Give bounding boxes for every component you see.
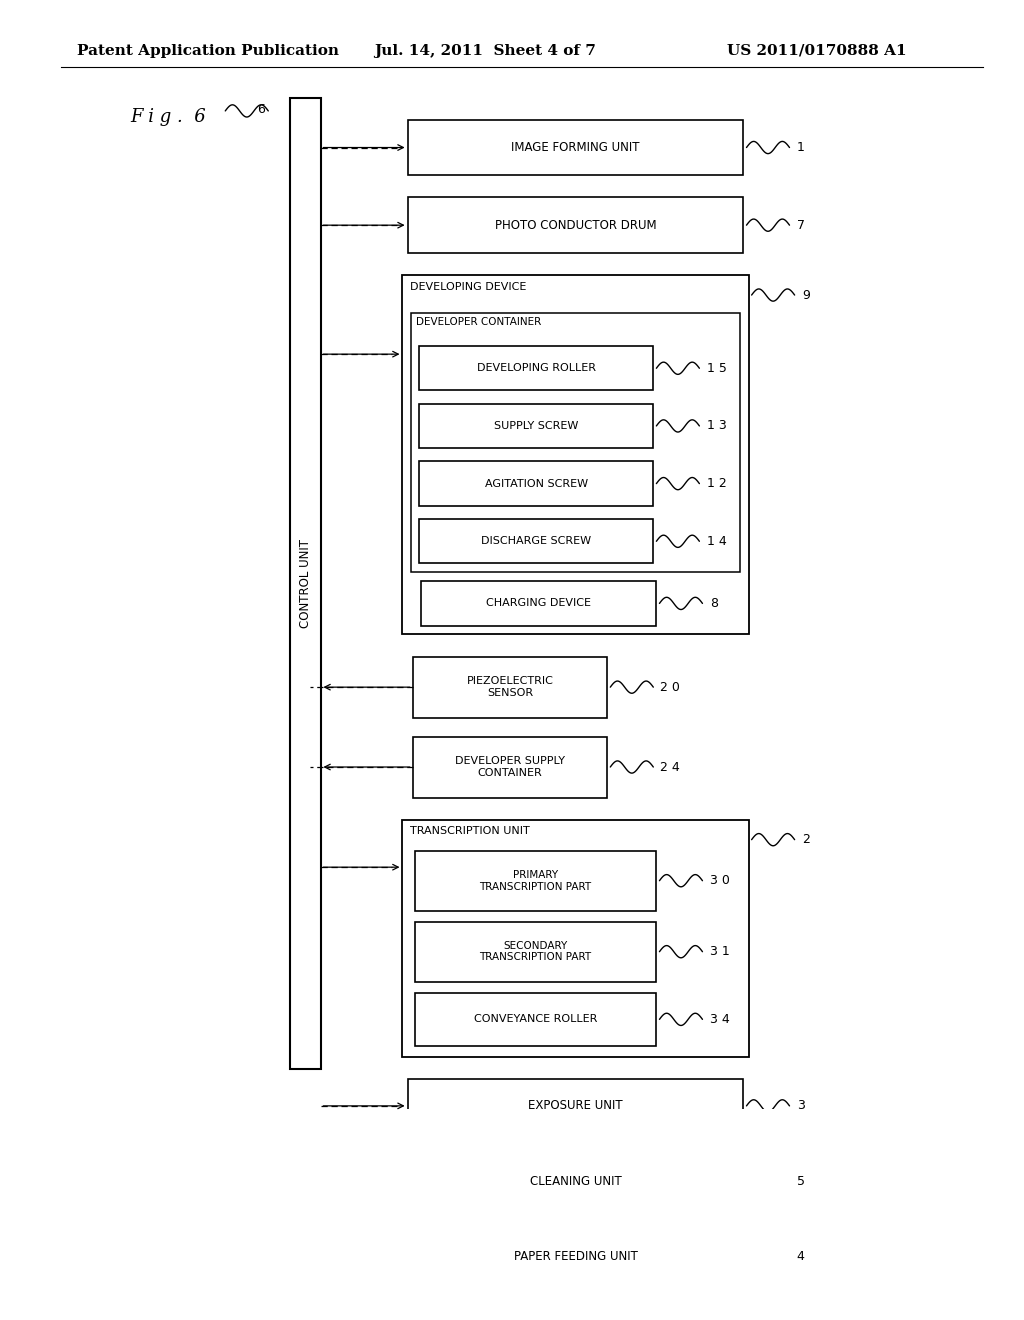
Text: 1 2: 1 2 (707, 477, 726, 490)
Text: DISCHARGE SCREW: DISCHARGE SCREW (481, 536, 591, 546)
Text: 1 3: 1 3 (707, 420, 726, 433)
Text: 5: 5 (797, 1175, 805, 1188)
Text: Jul. 14, 2011  Sheet 4 of 7: Jul. 14, 2011 Sheet 4 of 7 (374, 44, 596, 58)
FancyBboxPatch shape (408, 1080, 743, 1133)
Text: 1 4: 1 4 (707, 535, 726, 548)
Text: 7: 7 (797, 219, 805, 232)
Text: CONTROL UNIT: CONTROL UNIT (299, 539, 311, 628)
Text: 2 4: 2 4 (660, 760, 680, 774)
FancyBboxPatch shape (413, 737, 607, 797)
Text: DEVELOPING DEVICE: DEVELOPING DEVICE (410, 281, 526, 292)
Text: 9: 9 (802, 289, 810, 301)
FancyBboxPatch shape (419, 519, 653, 564)
FancyBboxPatch shape (402, 820, 749, 1057)
FancyBboxPatch shape (419, 462, 653, 506)
Text: PIEZOELECTRIC
SENSOR: PIEZOELECTRIC SENSOR (467, 676, 553, 698)
FancyBboxPatch shape (408, 120, 743, 176)
Text: Patent Application Publication: Patent Application Publication (77, 44, 339, 58)
Text: 3 1: 3 1 (710, 945, 729, 958)
FancyBboxPatch shape (413, 656, 607, 718)
FancyBboxPatch shape (408, 1155, 743, 1208)
Text: 2: 2 (802, 833, 810, 846)
FancyBboxPatch shape (408, 198, 743, 253)
Text: TRANSCRIPTION UNIT: TRANSCRIPTION UNIT (410, 826, 529, 837)
Text: PHOTO CONDUCTOR DRUM: PHOTO CONDUCTOR DRUM (495, 219, 656, 232)
FancyBboxPatch shape (402, 275, 749, 635)
FancyBboxPatch shape (408, 1230, 743, 1283)
Text: AGITATION SCREW: AGITATION SCREW (484, 479, 588, 488)
Text: IMAGE FORMING UNIT: IMAGE FORMING UNIT (511, 141, 640, 154)
Text: SECONDARY
TRANSCRIPTION PART: SECONDARY TRANSCRIPTION PART (479, 941, 592, 962)
Text: US 2011/0170888 A1: US 2011/0170888 A1 (727, 44, 906, 58)
FancyBboxPatch shape (419, 346, 653, 391)
FancyBboxPatch shape (419, 404, 653, 447)
Text: PRIMARY
TRANSCRIPTION PART: PRIMARY TRANSCRIPTION PART (479, 870, 592, 891)
Text: 3 0: 3 0 (710, 874, 729, 887)
Text: F i g .  6: F i g . 6 (130, 108, 206, 127)
Text: 3: 3 (797, 1100, 805, 1113)
Text: CONVEYANCE ROLLER: CONVEYANCE ROLLER (474, 1014, 597, 1024)
FancyBboxPatch shape (415, 993, 656, 1045)
Text: DEVELOPER SUPPLY
CONTAINER: DEVELOPER SUPPLY CONTAINER (455, 756, 565, 777)
Text: 8: 8 (710, 597, 718, 610)
Text: 6: 6 (257, 103, 265, 116)
Text: DEVELOPER CONTAINER: DEVELOPER CONTAINER (416, 317, 541, 327)
Text: DEVELOPING ROLLER: DEVELOPING ROLLER (476, 363, 596, 374)
Text: 3 4: 3 4 (710, 1012, 729, 1026)
Text: SUPPLY SCREW: SUPPLY SCREW (494, 421, 579, 430)
FancyBboxPatch shape (415, 851, 656, 911)
Text: 2 0: 2 0 (660, 681, 680, 693)
FancyBboxPatch shape (421, 581, 656, 626)
Text: EXPOSURE UNIT: EXPOSURE UNIT (528, 1100, 623, 1113)
Text: PAPER FEEDING UNIT: PAPER FEEDING UNIT (514, 1250, 637, 1263)
FancyBboxPatch shape (415, 921, 656, 982)
Text: 1: 1 (797, 141, 805, 154)
Text: 1 5: 1 5 (707, 362, 726, 375)
FancyBboxPatch shape (408, 1305, 743, 1320)
FancyBboxPatch shape (411, 313, 740, 573)
Text: CLEANING UNIT: CLEANING UNIT (529, 1175, 622, 1188)
Text: 4: 4 (797, 1250, 805, 1263)
Text: CHARGING DEVICE: CHARGING DEVICE (486, 598, 591, 609)
FancyBboxPatch shape (290, 98, 321, 1069)
